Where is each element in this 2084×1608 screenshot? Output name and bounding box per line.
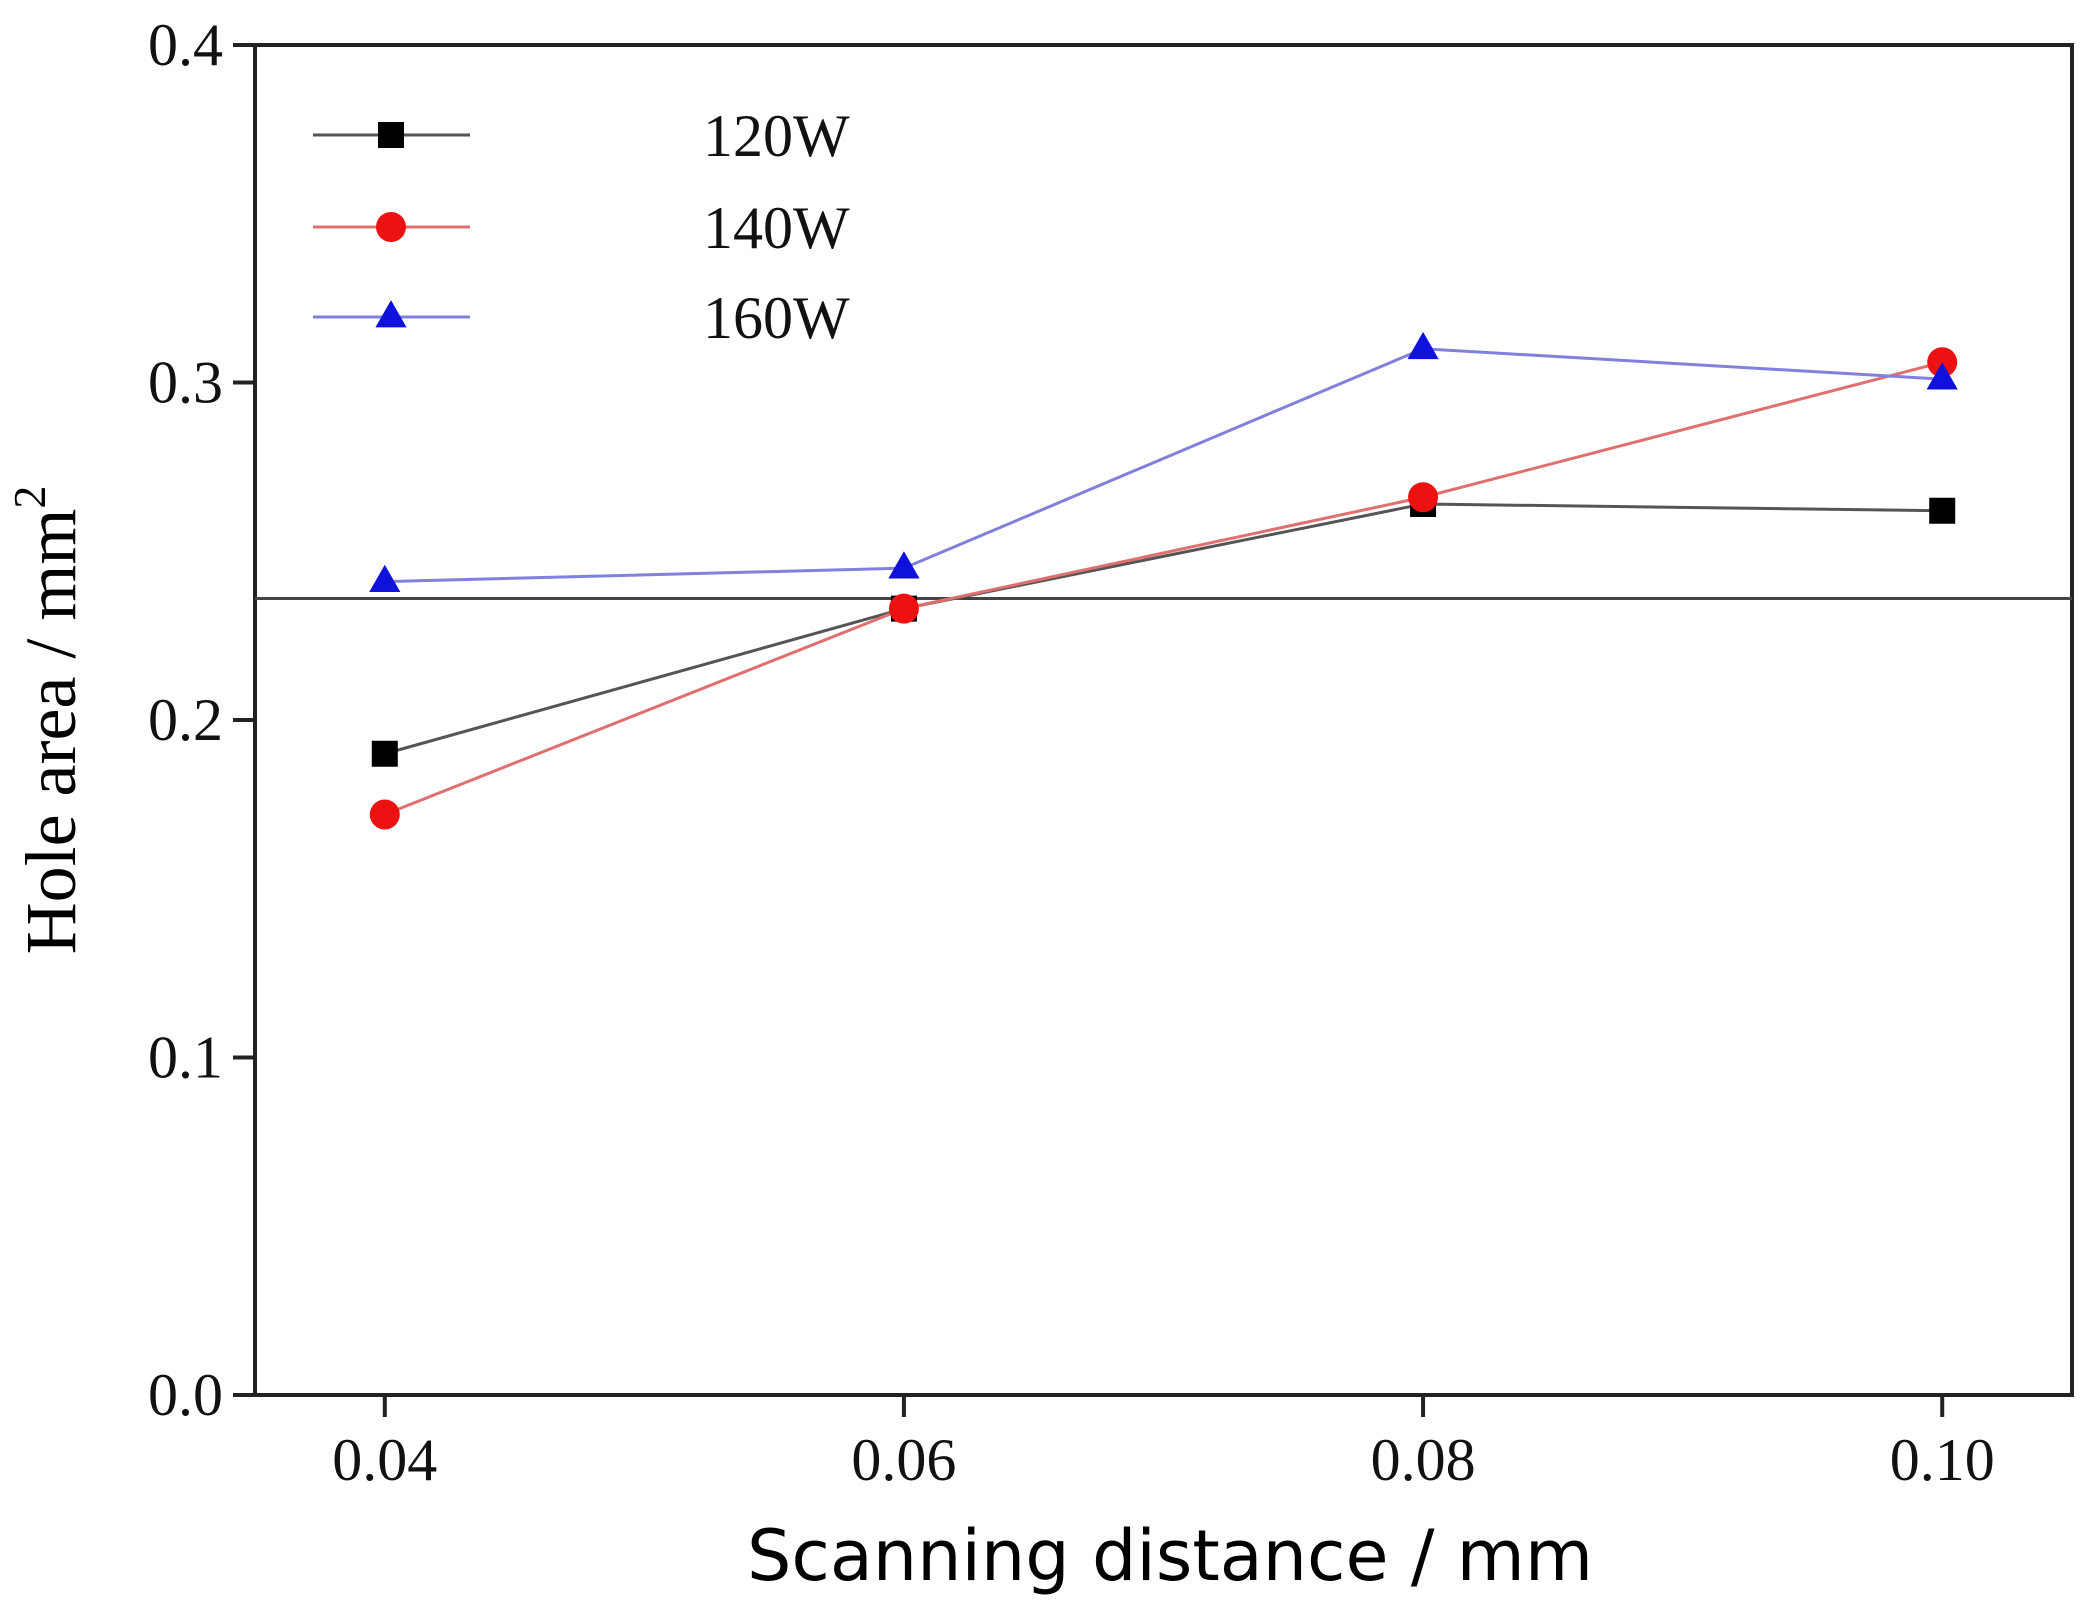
- x-tick-label: 0.10: [1890, 1427, 1995, 1493]
- legend-marker-120w: [378, 122, 404, 148]
- y-tick-label: 0.2: [148, 687, 223, 753]
- legend-label-140w: 140W: [703, 195, 850, 261]
- data-point-120w: [1929, 497, 1956, 524]
- x-axis-label: Scanning distance / mm: [747, 1515, 1593, 1597]
- series-layer: [369, 331, 1958, 830]
- data-point-140w: [1408, 482, 1439, 513]
- series-line-120w: [384, 502, 1943, 756]
- data-point-120w: [371, 740, 398, 767]
- y-tick-label: 0.1: [148, 1025, 223, 1091]
- data-point-160w: [1407, 331, 1439, 360]
- legend-label-120w: 120W: [703, 103, 850, 169]
- series-line-160w: [384, 347, 1943, 584]
- data-point-140w: [369, 799, 400, 830]
- y-tick-label: 0.4: [148, 12, 223, 78]
- x-tick-label: 0.04: [332, 1427, 437, 1493]
- x-tick-label: 0.08: [1371, 1427, 1476, 1493]
- y-axis-label: Hole area / mm2: [4, 486, 91, 955]
- data-point-140w: [888, 593, 919, 624]
- plot-frame: [253, 43, 2074, 1397]
- legend-marker-140w: [376, 212, 406, 242]
- y-tick-label: 0.0: [148, 1362, 223, 1428]
- data-point-160w: [1926, 362, 1958, 390]
- legend: 120W 140W 160W: [313, 103, 850, 351]
- y-tick-label: 0.3: [148, 350, 223, 416]
- legend-label-160w: 160W: [703, 285, 850, 351]
- data-point-160w: [888, 551, 920, 579]
- y-axis-label-superscript: 2: [4, 486, 55, 509]
- series-line-140w: [384, 360, 1943, 816]
- legend-marker-160w: [375, 300, 407, 328]
- ticks-layer: 0.0 0.1 0.2 0.3 0.4 0.04 0.06 0.08 0.10: [148, 12, 1995, 1493]
- x-tick-label: 0.06: [851, 1427, 956, 1493]
- data-point-160w: [369, 564, 401, 592]
- y-axis-label-text: Hole area / mm: [11, 509, 91, 955]
